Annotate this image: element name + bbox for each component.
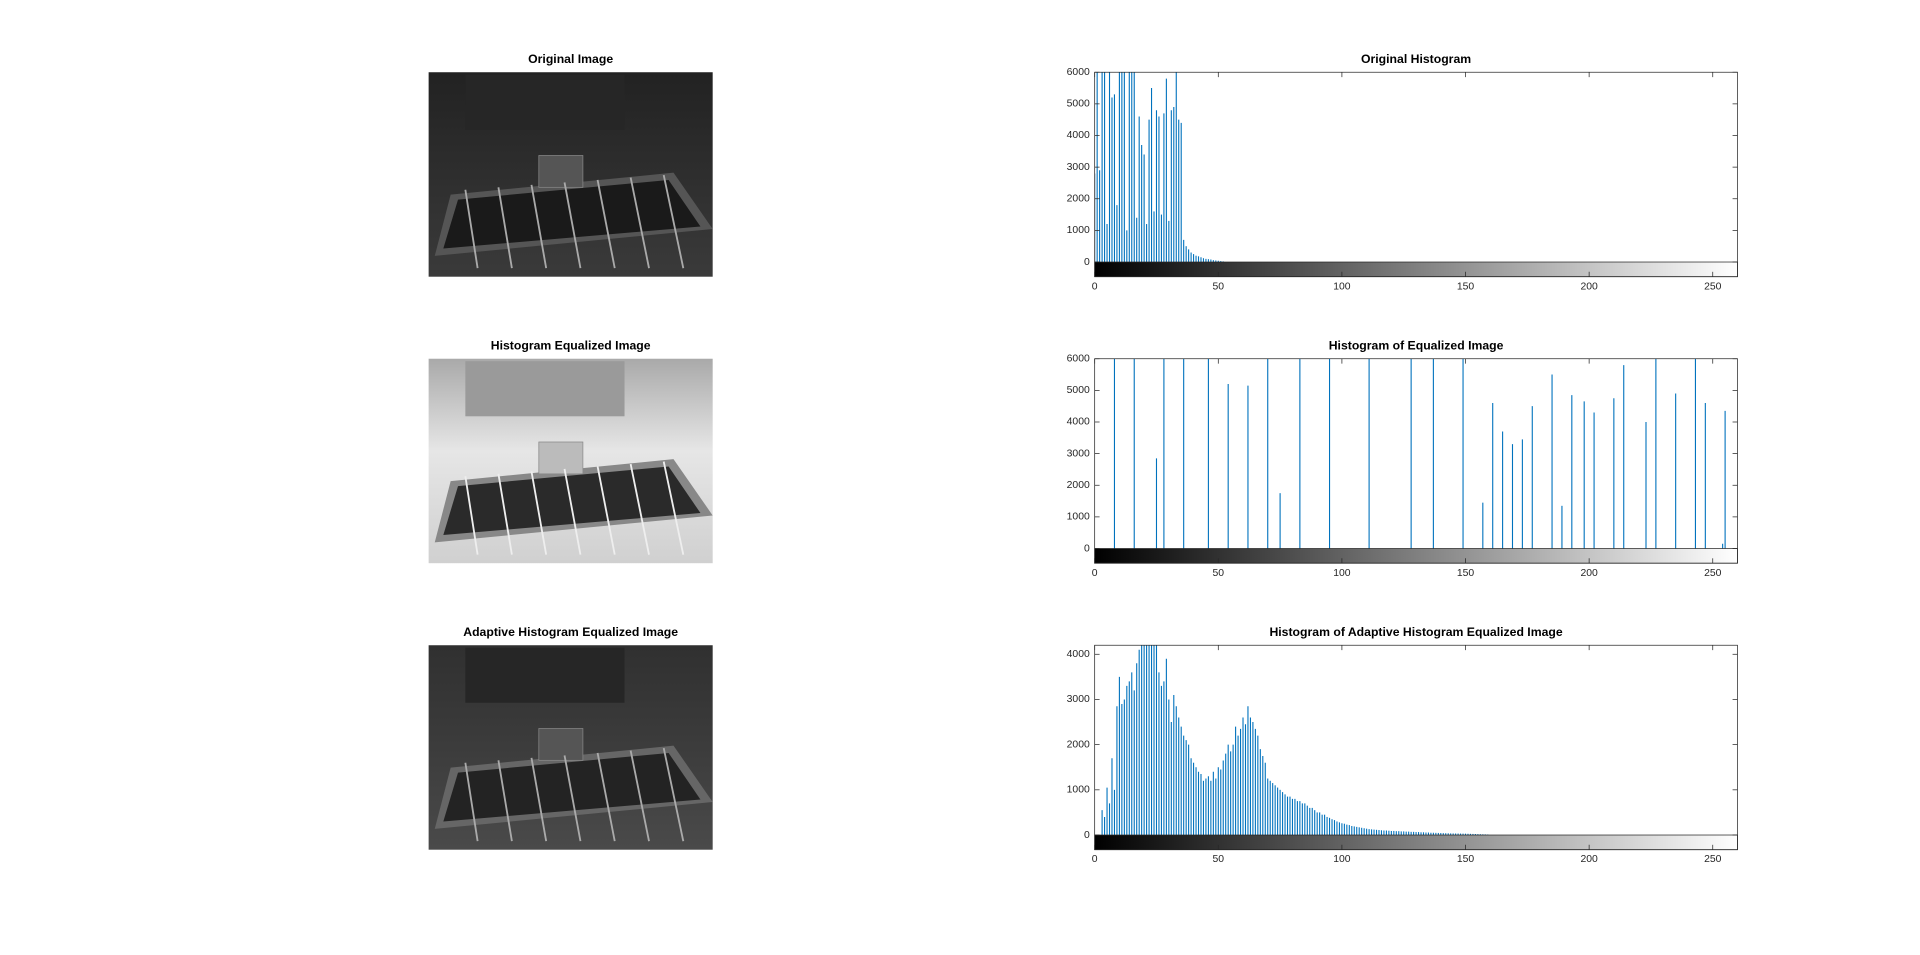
rod <box>497 760 513 842</box>
rod <box>530 184 548 269</box>
y-tick-label: 3000 <box>1067 162 1090 173</box>
x-tick-label: 150 <box>1457 568 1475 579</box>
colorbar <box>1094 834 1738 851</box>
y-tick-label: 2000 <box>1067 739 1090 750</box>
x-tick-label: 100 <box>1333 281 1351 292</box>
axes-box <box>1094 358 1738 564</box>
rod <box>596 752 616 842</box>
y-tick-label: 4000 <box>1067 417 1090 428</box>
image-title: Original Image <box>528 52 613 66</box>
y-tick-label: 0 <box>1084 830 1090 841</box>
x-tick-label: 0 <box>1092 281 1098 292</box>
rod <box>596 466 616 555</box>
y-tick-label: 0 <box>1084 543 1090 554</box>
y-tick-label: 1000 <box>1067 512 1090 523</box>
chart-card <box>538 728 584 761</box>
image <box>428 72 713 277</box>
y-tick-label: 1000 <box>1067 785 1090 796</box>
colorbar <box>1094 261 1738 278</box>
x-tick-label: 150 <box>1457 854 1475 865</box>
rod <box>497 473 513 555</box>
x-tick-label: 0 <box>1092 568 1098 579</box>
y-tick-label: 3000 <box>1067 694 1090 705</box>
x-tick-label: 250 <box>1704 854 1722 865</box>
y-tick-label: 0 <box>1084 257 1090 268</box>
stems <box>1101 645 1489 836</box>
y-tick-label: 4000 <box>1067 649 1090 660</box>
y-tick-label: 3000 <box>1067 448 1090 459</box>
x-tick-label: 0 <box>1092 854 1098 865</box>
rod <box>596 179 616 269</box>
rod <box>563 468 582 555</box>
rod <box>662 747 685 842</box>
table-board <box>443 752 701 822</box>
x-tick-label: 50 <box>1213 854 1225 865</box>
y-tick-label: 2000 <box>1067 194 1090 205</box>
rod <box>530 757 548 842</box>
y-tick-label: 2000 <box>1067 480 1090 491</box>
axes-box <box>1094 71 1738 278</box>
table-board <box>443 466 701 536</box>
chart-title: Histogram of Equalized Image <box>1329 339 1504 353</box>
x-tick-label: 250 <box>1704 281 1722 292</box>
rod <box>629 750 650 842</box>
plot-area <box>1094 72 1738 277</box>
colorbar <box>1094 548 1738 564</box>
rod <box>464 476 479 555</box>
image-title: Adaptive Histogram Equalized Image <box>463 625 678 639</box>
x-tick-label: 50 <box>1213 568 1225 579</box>
image-title: Histogram Equalized Image <box>491 339 651 353</box>
x-tick-label: 100 <box>1333 854 1351 865</box>
chart-card <box>538 441 584 475</box>
image <box>428 645 713 850</box>
rod <box>662 461 685 555</box>
wall-panel <box>465 647 625 703</box>
y-tick-label: 4000 <box>1067 130 1090 141</box>
rod <box>629 177 650 269</box>
plot-area <box>1094 645 1738 850</box>
rod <box>662 174 685 269</box>
rod <box>530 471 548 555</box>
wall-panel <box>465 361 625 417</box>
rod <box>629 463 650 555</box>
rod <box>464 762 479 842</box>
x-tick-label: 50 <box>1213 281 1225 292</box>
chart-title: Histogram of Adaptive Histogram Equalize… <box>1269 625 1562 639</box>
y-tick-label: 6000 <box>1067 353 1090 364</box>
plot-area <box>1094 358 1738 564</box>
chart-title: Original Histogram <box>1361 52 1471 66</box>
y-tick-label: 5000 <box>1067 385 1090 396</box>
stems <box>1094 72 1224 263</box>
x-tick-label: 100 <box>1333 568 1351 579</box>
axes-box <box>1094 644 1738 851</box>
x-tick-label: 200 <box>1580 281 1598 292</box>
x-tick-label: 200 <box>1580 854 1598 865</box>
y-tick-label: 5000 <box>1067 99 1090 110</box>
y-tick-label: 1000 <box>1067 225 1090 236</box>
y-tick-label: 6000 <box>1067 67 1090 78</box>
rod <box>563 182 582 269</box>
wall-panel <box>465 74 625 130</box>
x-tick-label: 250 <box>1704 568 1722 579</box>
x-tick-label: 150 <box>1457 281 1475 292</box>
rod <box>497 187 513 269</box>
x-tick-label: 200 <box>1580 568 1598 579</box>
rod <box>464 189 479 269</box>
table-board <box>443 179 701 249</box>
chart-card <box>538 155 584 188</box>
stems <box>1113 358 1726 549</box>
image <box>428 358 713 564</box>
rod <box>563 755 582 842</box>
